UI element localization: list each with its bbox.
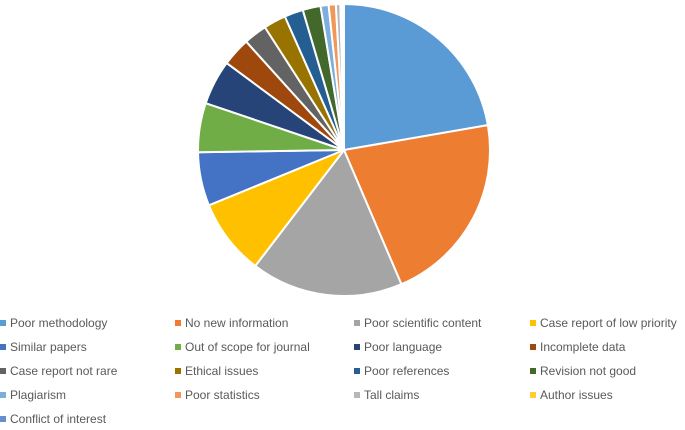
pie-slice-17 [341, 2, 345, 151]
pie-slice-1 [343, 3, 489, 151]
legend-item: Similar papers [0, 336, 87, 358]
legend-item: Case report not rare [0, 360, 117, 382]
legend-item: Ethical issues [175, 360, 258, 382]
legend-label: Poor language [364, 340, 443, 354]
legend-swatch [354, 368, 360, 374]
legend-item: Case report of low priority [530, 312, 677, 334]
legend-label: Poor scientific content [364, 316, 482, 330]
legend-item: No new information [175, 312, 288, 334]
legend-swatch [530, 392, 536, 398]
legend-label: Case report of low priority [540, 316, 677, 330]
legend-item: Plagiarism [0, 384, 66, 406]
legend-swatch [175, 320, 181, 326]
legend-item: Tall claims [354, 384, 419, 406]
pie-slice-2 [343, 124, 491, 286]
legend-swatch [354, 392, 360, 398]
legend-item: Out of scope for journal [175, 336, 310, 358]
legend-swatch [0, 344, 6, 350]
legend-label: Poor methodology [10, 316, 108, 330]
legend-swatch [175, 344, 181, 350]
legend-label: Conflict of interest [10, 412, 107, 426]
legend-item: Incomplete data [530, 336, 625, 358]
legend-swatch [530, 344, 536, 350]
legend-label: Poor references [364, 364, 450, 378]
legend-swatch [0, 320, 6, 326]
legend-item: Poor methodology [0, 312, 107, 334]
legend-item: Poor language [354, 336, 442, 358]
legend-swatch [354, 320, 360, 326]
legend-label: Plagiarism [10, 388, 67, 402]
legend-item: Poor references [354, 360, 449, 382]
legend-label: Revision not good [540, 364, 637, 378]
pie-slice-3 [254, 149, 403, 297]
legend-label: Ethical issues [185, 364, 259, 378]
legend-swatch [0, 392, 6, 398]
legend-swatch [530, 368, 536, 374]
legend-label: Incomplete data [540, 340, 626, 354]
legend-swatch [354, 344, 360, 350]
legend-label: Case report not rare [10, 364, 118, 378]
chart-legend: Poor methodology No new information Poor s… [0, 312, 685, 430]
legend-item: Poor scientific content [354, 312, 481, 334]
legend-item: Author issues [530, 384, 613, 406]
legend-item: Conflict of interest [0, 408, 106, 430]
legend-swatch [175, 392, 181, 398]
legend-swatch [530, 320, 536, 326]
legend-label: Author issues [540, 388, 613, 402]
legend-item: Poor statistics [175, 384, 260, 406]
legend-swatch [0, 368, 6, 374]
legend-swatch [175, 368, 181, 374]
legend-swatch [0, 416, 6, 422]
legend-label: No new information [185, 316, 289, 330]
legend-label: Out of scope for journal [185, 340, 310, 354]
pie-plot-area [197, 2, 491, 297]
legend-label: Poor statistics [185, 388, 260, 402]
legend-item: Revision not good [530, 360, 636, 382]
legend-label: Similar papers [10, 340, 87, 354]
legend-label: Tall claims [364, 388, 420, 402]
